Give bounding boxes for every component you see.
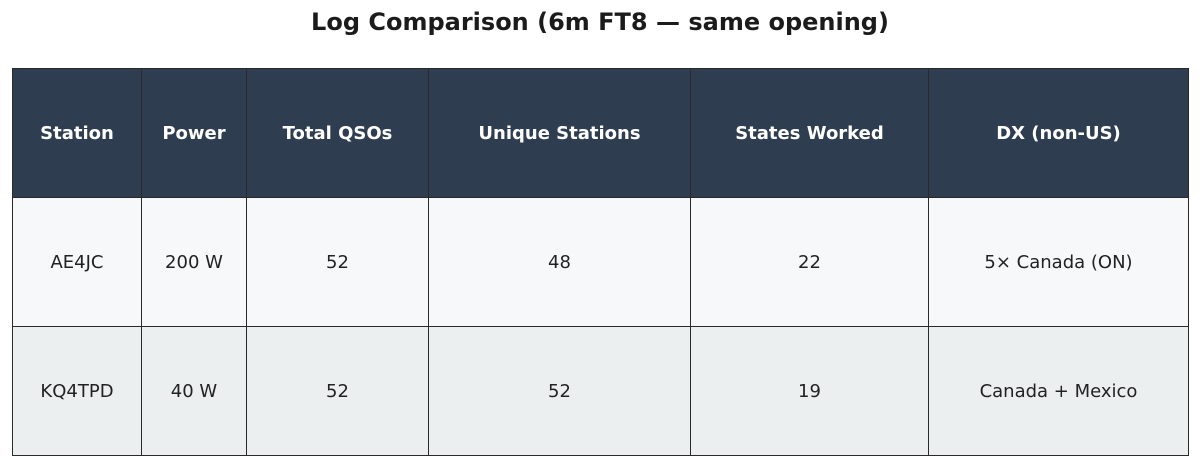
- table-header: Station Power Total QSOs Unique Stations Sta…: [12, 68, 1189, 198]
- table-cell: KQ4TPD: [12, 326, 142, 456]
- table-cell: 19: [690, 326, 929, 456]
- table-row: KQ4TPD 40 W 52 52 19 Canada + Mexico: [12, 326, 1189, 456]
- table-cell: 200 W: [141, 197, 247, 327]
- table-body: AE4JC 200 W 52 48 22 5× Canada (ON) KQ4TPD 40 W…: [12, 197, 1189, 456]
- table-cell: Canada + Mexico: [928, 326, 1189, 456]
- header-cell: Power: [141, 68, 247, 198]
- table-row: AE4JC 200 W 52 48 22 5× Canada (ON): [12, 197, 1189, 327]
- table-cell: 22: [690, 197, 929, 327]
- header-cell: Total QSOs: [246, 68, 429, 198]
- header-cell: DX (non-US): [928, 68, 1189, 198]
- table-cell: 5× Canada (ON): [928, 197, 1189, 327]
- table-cell: 52: [246, 326, 429, 456]
- title: Log Comparison (6m FT8 — same opening): [311, 8, 889, 36]
- header-cell: Station: [12, 68, 142, 198]
- table-cell: 52: [246, 197, 429, 327]
- table-cell: AE4JC: [12, 197, 142, 327]
- table-cell: 40 W: [141, 326, 247, 456]
- table-cell: 52: [428, 326, 691, 456]
- header-cell: States Worked: [690, 68, 929, 198]
- header-row: Station Power Total QSOs Unique Stations Sta…: [12, 68, 1189, 198]
- table-cell: 48: [428, 197, 691, 327]
- header-cell: Unique Stations: [428, 68, 691, 198]
- log-table: Station Power Total QSOs Unique Stations Sta…: [12, 68, 1189, 456]
